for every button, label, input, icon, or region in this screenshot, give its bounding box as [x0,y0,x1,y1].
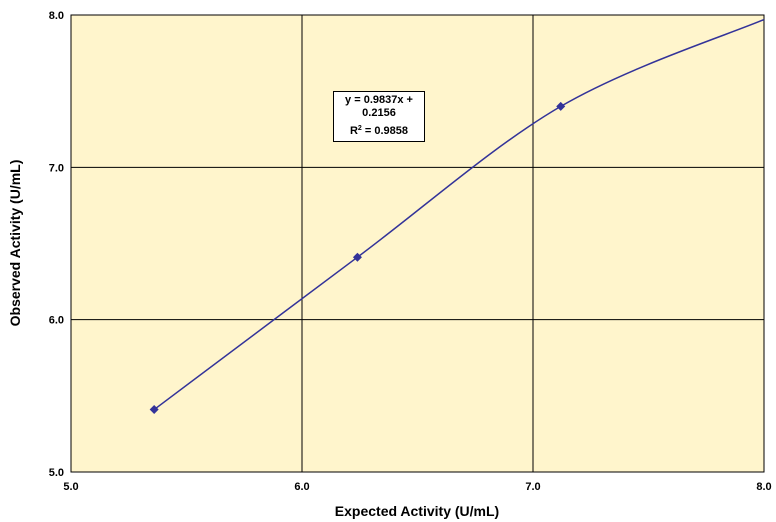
plot-area [71,15,764,472]
x-tick-label: 6.0 [294,481,309,493]
x-tick-label: 7.0 [525,481,540,493]
r-squared-superscript: 2 [357,125,362,132]
x-axis-title: Expected Activity (U/mL) [335,503,499,519]
data-point [556,101,566,111]
x-axis-ticks: 5.0 6.0 7.0 8.0 [63,481,771,493]
y-tick-label: 6.0 [49,315,64,327]
r-squared-prefix: R [349,125,358,137]
data-point [149,405,159,415]
y-axis-ticks: 5.0 6.0 7.0 8.0 [49,10,64,479]
data-point [352,252,362,262]
equation-line-1: y = 0.9837x + [345,94,413,106]
regression-equation-box: y = 0.9837x + 0.2156 R2 = 0.9858 [333,91,425,142]
plot-border [70,14,765,473]
grid [71,15,764,472]
y-tick-label: 7.0 [49,162,64,174]
y-tick-label: 5.0 [49,467,64,479]
series-line [153,18,765,411]
r-squared-value: = 0.9858 [361,125,409,137]
series-markers [149,101,566,415]
y-axis-title: Observed Activity (U/mL) [7,160,23,327]
equation-line-2: 0.2156 [362,107,396,119]
x-tick-label: 8.0 [756,481,771,493]
x-tick-label: 5.0 [63,481,78,493]
r-squared: R2 = 0.9858 [334,125,424,138]
y-tick-label: 8.0 [49,10,64,22]
